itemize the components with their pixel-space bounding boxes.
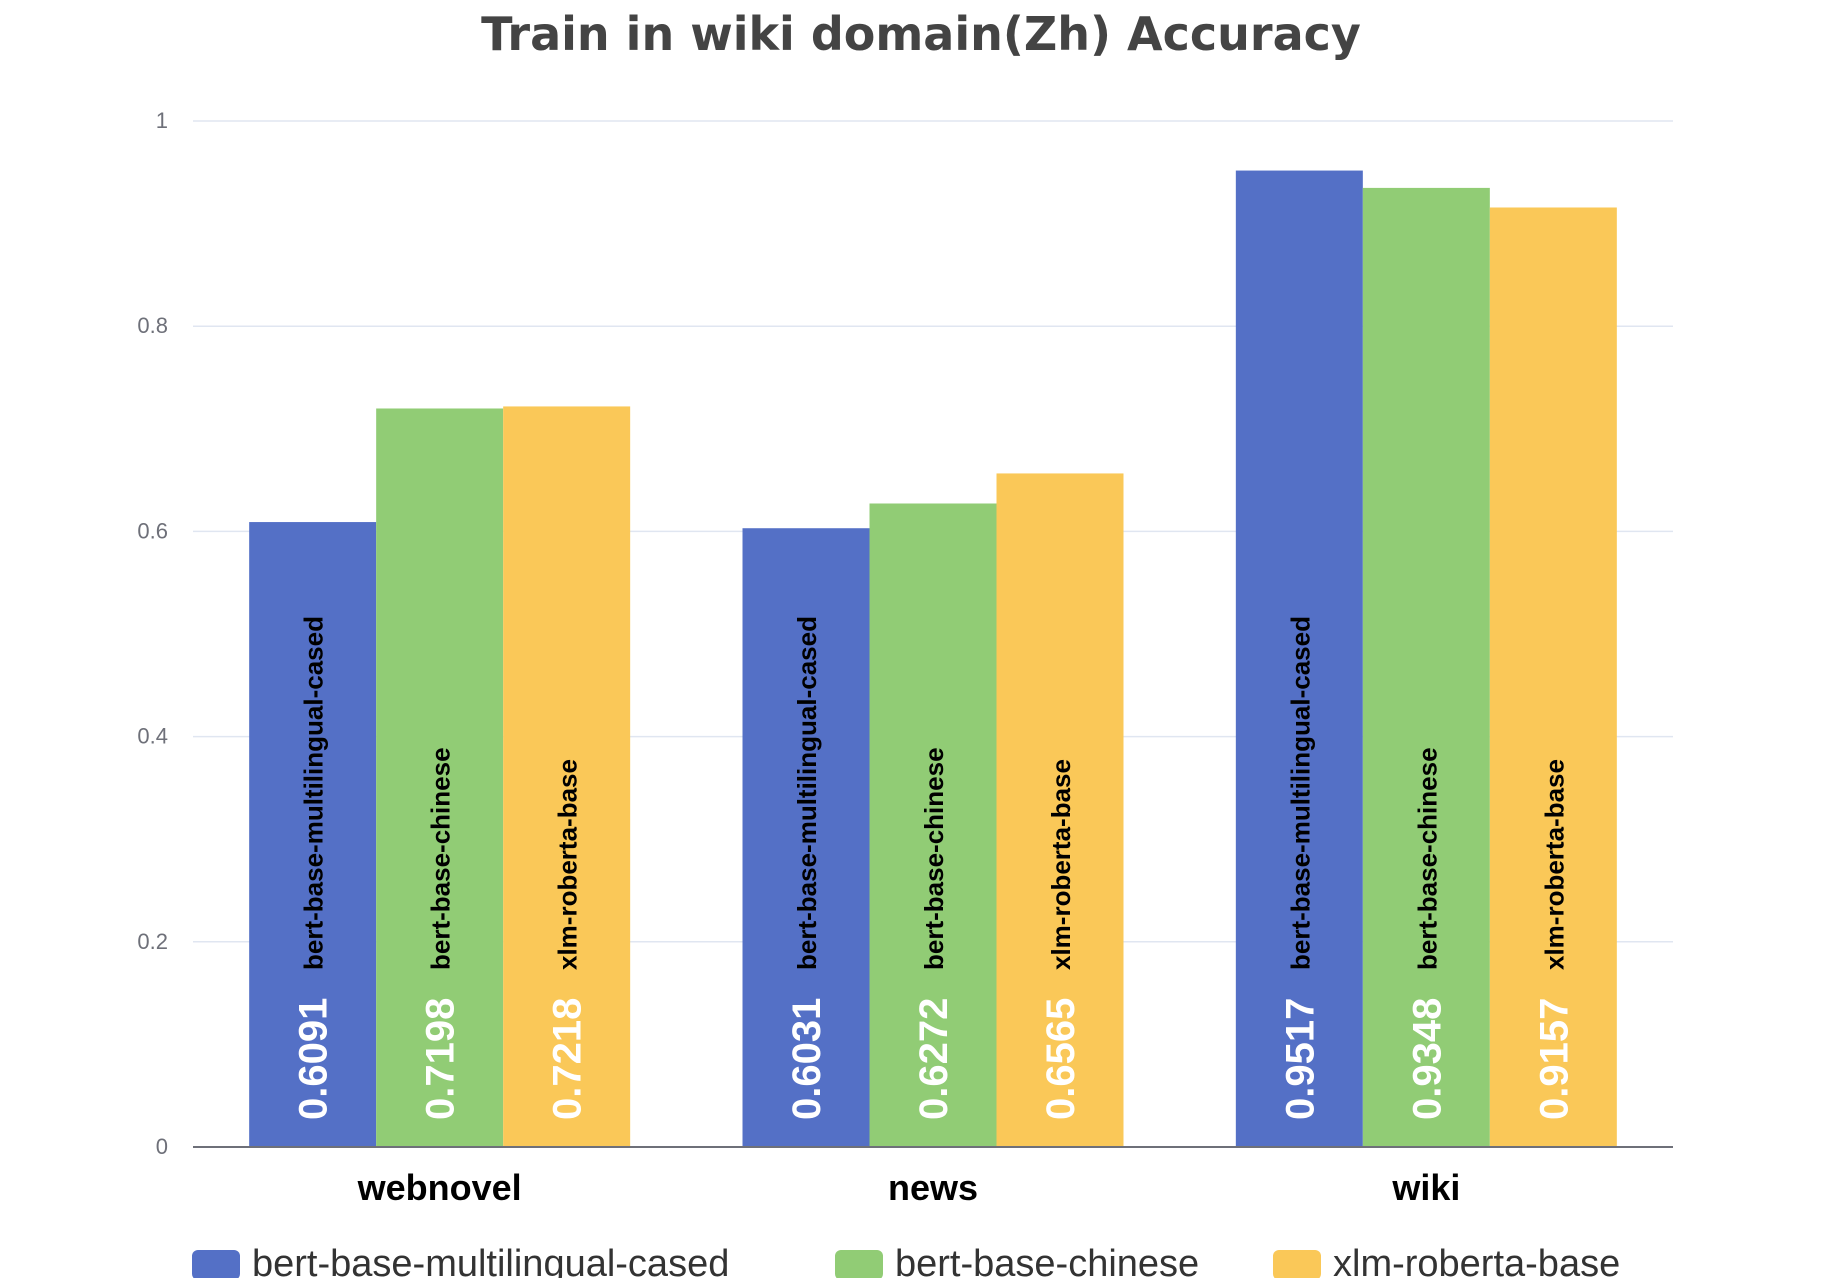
y-tick-label: 0.6: [137, 518, 168, 543]
y-tick-label: 0.2: [137, 929, 168, 954]
bar: [1235, 170, 1363, 1148]
bar-series-label: xlm-roberta-base: [1046, 759, 1076, 970]
legend-swatch: [1273, 1250, 1321, 1278]
legend: bert-base-multilingual-cased bert-base-ch…: [192, 1243, 1620, 1278]
bar-value-label: 0.7198: [419, 998, 463, 1120]
chart-title: Train in wiki domain(Zh) Accuracy: [481, 7, 1361, 61]
x-tick-label: webnovel: [357, 1167, 522, 1208]
bar-series-label: bert-base-chinese: [426, 747, 456, 970]
x-tick-label: news: [888, 1167, 978, 1208]
bar: [503, 406, 631, 1147]
bar-series-label: bert-base-multilingual-cased: [792, 616, 822, 970]
x-tick-label: wiki: [1391, 1167, 1460, 1208]
bar-series-label: xlm-roberta-base: [553, 759, 583, 970]
legend-swatch: [192, 1250, 240, 1278]
bar-value-label: 0.6565: [1039, 998, 1083, 1120]
bar: [742, 528, 870, 1147]
bar-value-label: 0.9157: [1532, 998, 1576, 1120]
bar: [1489, 207, 1617, 1147]
bar-value-label: 0.7218: [546, 998, 590, 1120]
bar-series-label: bert-base-multilingual-cased: [299, 616, 329, 970]
bar-series-label: bert-base-chinese: [919, 747, 949, 970]
bar-value-label: 0.6091: [292, 998, 336, 1120]
y-tick-label: 1: [156, 108, 168, 133]
legend-swatch: [835, 1250, 883, 1278]
bar-value-label: 0.9517: [1278, 998, 1322, 1120]
axis-layer: 0 0.2 0.4 0.6 0.8 1 webnovel news wiki: [137, 108, 1673, 1208]
bar: [869, 503, 997, 1147]
bar-value-label: 0.6031: [785, 998, 829, 1120]
bar: [249, 522, 377, 1147]
legend-label: bert-base-multilingual-cased: [252, 1243, 729, 1278]
y-tick-label: 0: [156, 1134, 168, 1159]
legend-label: bert-base-chinese: [895, 1243, 1199, 1278]
bar: [1362, 187, 1490, 1147]
bar: [996, 473, 1124, 1147]
bar: [376, 408, 504, 1147]
bar-series-label: xlm-roberta-base: [1539, 759, 1569, 970]
legend-label: xlm-roberta-base: [1333, 1243, 1620, 1278]
y-tick-label: 0.8: [137, 313, 168, 338]
bars-layer: 0.6091 bert-base-multilingual-cased 0.7198…: [249, 170, 1617, 1148]
bar-series-label: bert-base-chinese: [1412, 747, 1442, 970]
bar-series-label: bert-base-multilingual-cased: [1285, 616, 1315, 970]
y-tick-label: 0.4: [137, 724, 168, 749]
bar-value-label: 0.6272: [912, 998, 956, 1120]
bar-value-label: 0.9348: [1405, 998, 1449, 1120]
